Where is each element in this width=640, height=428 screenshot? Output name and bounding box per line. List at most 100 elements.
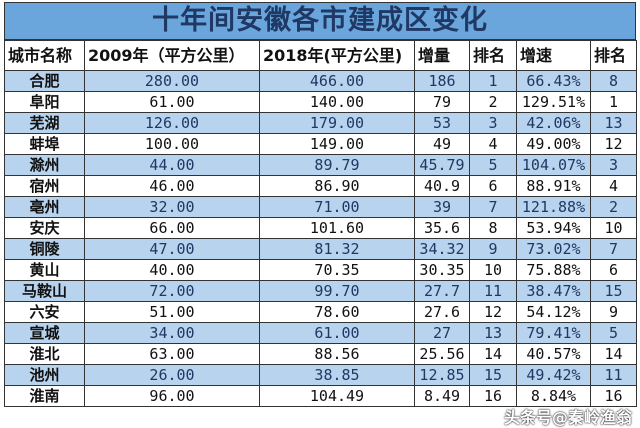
city-name-cell: 黄山 (4, 259, 85, 281)
table-cell: 10 (469, 259, 517, 281)
table-cell: 149.00 (259, 133, 415, 155)
table-cell: 129.51% (516, 91, 591, 113)
table-cell: 32.00 (84, 196, 260, 218)
table-cell: 104.49 (259, 385, 415, 407)
table-row: 马鞍山 72.00 99.70 27.7 11 38.47% 15 (4, 280, 637, 302)
table-row: 宣城 34.00 61.00 27 13 79.41% 5 (4, 322, 637, 344)
table-cell: 53.94% (516, 217, 591, 239)
table-cell: 45.79 (414, 154, 470, 176)
table-cell: 16 (590, 385, 637, 407)
table-cell: 44.00 (84, 154, 260, 176)
city-name-cell: 亳州 (4, 196, 85, 218)
table-cell: 49 (414, 133, 470, 155)
table-cell: 79 (414, 91, 470, 113)
table-cell: 6 (469, 175, 517, 197)
table-cell: 15 (469, 364, 517, 386)
city-name-cell: 铜陵 (4, 238, 85, 260)
watermark: 头条号@秦岭渔翁 (503, 408, 632, 427)
city-name-cell: 安庆 (4, 217, 85, 239)
table-cell: 34.00 (84, 322, 260, 344)
table-cell: 101.60 (259, 217, 415, 239)
table-cell: 73.02% (516, 238, 591, 260)
table-cell: 12 (590, 133, 637, 155)
table-cell: 54.12% (516, 301, 591, 323)
table-cell: 16 (469, 385, 517, 407)
table-cell: 25.56 (414, 343, 470, 365)
table-row: 铜陵 47.00 81.32 34.32 9 73.02% 7 (4, 238, 637, 260)
table-cell: 104.07% (516, 154, 591, 176)
table-cell: 186 (414, 70, 470, 92)
table-cell: 1 (469, 70, 517, 92)
table-cell: 86.90 (259, 175, 415, 197)
table-cell: 88.91% (516, 175, 591, 197)
table-cell: 13 (590, 112, 637, 134)
table-cell: 89.79 (259, 154, 415, 176)
table-cell: 49.00% (516, 133, 591, 155)
table-cell: 72.00 (84, 280, 260, 302)
table-cell: 35.6 (414, 217, 470, 239)
table-row: 六安 51.00 78.60 27.6 12 54.12% 9 (4, 301, 637, 323)
table-row: 蚌埠 100.00 149.00 49 4 49.00% 12 (4, 133, 637, 155)
city-name-cell: 淮南 (4, 385, 85, 407)
table-cell: 66.00 (84, 217, 260, 239)
table-cell: 78.60 (259, 301, 415, 323)
table-cell: 71.00 (259, 196, 415, 218)
table-cell: 96.00 (84, 385, 260, 407)
table-cell: 10 (590, 217, 637, 239)
city-name-cell: 六安 (4, 301, 85, 323)
table-row: 淮北 63.00 88.56 25.56 14 40.57% 14 (4, 343, 637, 365)
table-cell: 5 (469, 154, 517, 176)
column-header: 排名 (469, 40, 517, 71)
table-cell: 7 (469, 196, 517, 218)
table-cell: 14 (469, 343, 517, 365)
data-table: 城市名称 2009年（平方公里） 2018年(平方公里) 增量 排名 增速 排名 合肥 280… (4, 40, 637, 407)
table-cell: 38.85 (259, 364, 415, 386)
table-cell: 81.32 (259, 238, 415, 260)
table-cell: 26.00 (84, 364, 260, 386)
table-cell: 7 (590, 238, 637, 260)
table-cell: 100.00 (84, 133, 260, 155)
table-cell: 42.06% (516, 112, 591, 134)
city-name-cell: 蚌埠 (4, 133, 85, 155)
table-cell: 14 (590, 343, 637, 365)
table-title: 十年间安徽各市建成区变化 (4, 2, 636, 40)
table-cell: 2 (590, 196, 637, 218)
table-cell: 30.35 (414, 259, 470, 281)
table-cell: 99.70 (259, 280, 415, 302)
table-cell: 8 (590, 70, 637, 92)
table-row: 亳州 32.00 71.00 39 7 121.88% 2 (4, 196, 637, 218)
table-cell: 140.00 (259, 91, 415, 113)
city-name-cell: 宣城 (4, 322, 85, 344)
table-row: 池州 26.00 38.85 12.85 15 49.42% 11 (4, 364, 637, 386)
table-cell: 47.00 (84, 238, 260, 260)
table-cell: 63.00 (84, 343, 260, 365)
city-name-cell: 合肥 (4, 70, 85, 92)
table-cell: 15 (590, 280, 637, 302)
table-cell: 39 (414, 196, 470, 218)
table-row: 阜阳 61.00 140.00 79 2 129.51% 1 (4, 91, 637, 113)
table-row: 安庆 66.00 101.60 35.6 8 53.94% 10 (4, 217, 637, 239)
column-header: 2018年(平方公里) (259, 40, 415, 71)
city-name-cell: 马鞍山 (4, 280, 85, 302)
table-row: 合肥 280.00 466.00 186 1 66.43% 8 (4, 70, 637, 92)
table-cell: 66.43% (516, 70, 591, 92)
city-name-cell: 淮北 (4, 343, 85, 365)
city-name-cell: 池州 (4, 364, 85, 386)
table-cell: 466.00 (259, 70, 415, 92)
city-name-cell: 滁州 (4, 154, 85, 176)
table-cell: 79.41% (516, 322, 591, 344)
table-cell: 53 (414, 112, 470, 134)
column-header: 增量 (414, 40, 470, 71)
table-cell: 126.00 (84, 112, 260, 134)
table-cell: 61.00 (84, 91, 260, 113)
table-cell: 11 (469, 280, 517, 302)
table-cell: 11 (590, 364, 637, 386)
table-row: 滁州 44.00 89.79 45.79 5 104.07% 3 (4, 154, 637, 176)
table-cell: 179.00 (259, 112, 415, 134)
table-cell: 12 (469, 301, 517, 323)
table-cell: 40.00 (84, 259, 260, 281)
table-cell: 4 (469, 133, 517, 155)
table-cell: 27.6 (414, 301, 470, 323)
table-cell: 49.42% (516, 364, 591, 386)
table-cell: 4 (590, 175, 637, 197)
